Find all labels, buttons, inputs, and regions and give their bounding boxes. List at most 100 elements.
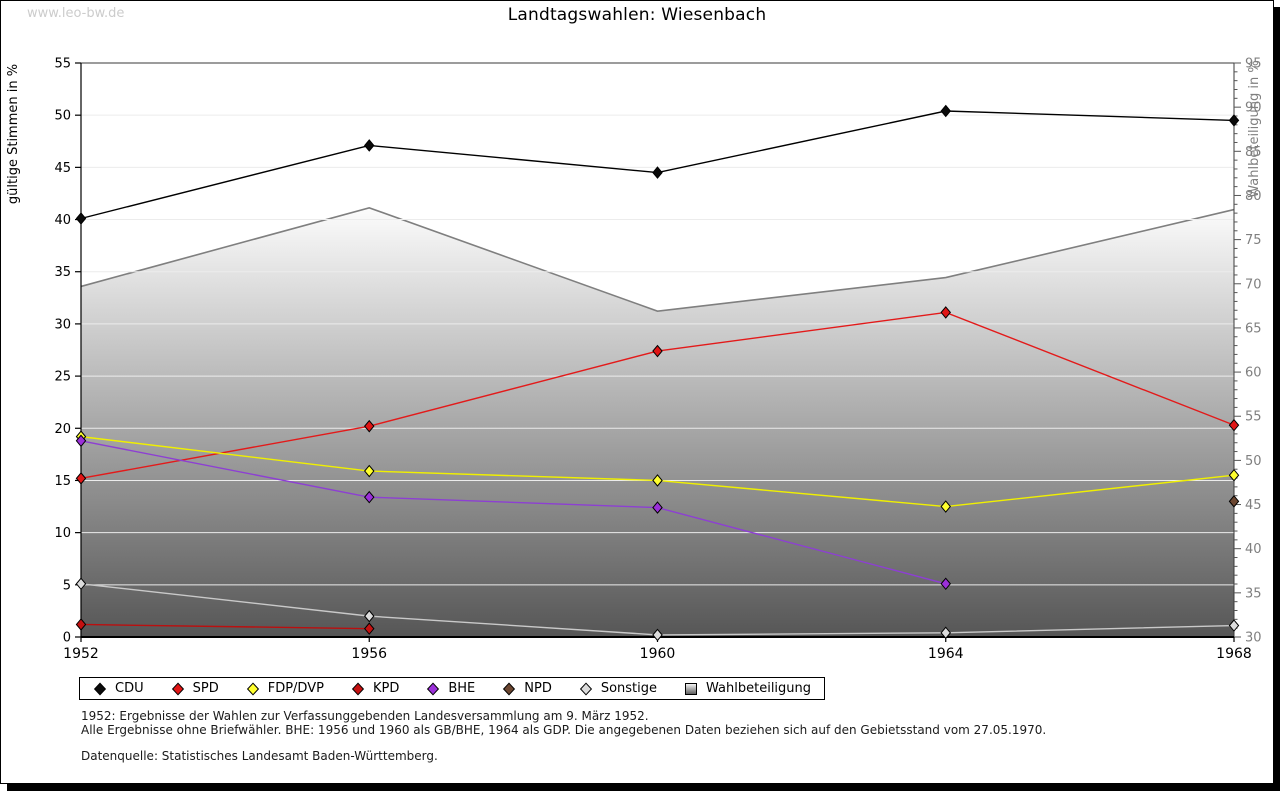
data-point-marker [1228, 418, 1240, 432]
x-tick-label: 1968 [1216, 646, 1252, 662]
left-tick-label: 45 [54, 161, 71, 176]
series-bhe [75, 434, 952, 591]
right-tick-label: 80 [1245, 189, 1262, 204]
legend-marker-icon [351, 681, 365, 696]
data-point-marker [1228, 619, 1240, 632]
data-point-marker [652, 628, 663, 642]
left-tick-label: 25 [54, 370, 71, 385]
data-point-marker [1228, 114, 1240, 127]
legend-marker-icon [427, 681, 440, 696]
data-point-marker [75, 618, 87, 631]
legend-marker-icon [246, 681, 259, 696]
data-point-marker [363, 609, 375, 623]
legend-item-fdp-dvp: FDP/DVP [246, 681, 324, 696]
legend-label: KPD [372, 681, 400, 696]
right-tick-label: 45 [1245, 498, 1262, 513]
legend-item-cdu: CDU [93, 681, 144, 696]
legend-item-npd: NPD [502, 681, 552, 696]
data-point-marker [652, 166, 663, 179]
data-point-marker [75, 472, 87, 485]
chart-legend: CDU SPD FDP/DVP KPD BHE NPD Sonstige Wahlbetei… [79, 677, 825, 700]
legend-label: FDP/DVP [267, 681, 324, 696]
x-tick-label: 1956 [351, 646, 387, 662]
data-point-marker [75, 577, 87, 591]
x-tick-label: 1964 [928, 646, 964, 662]
legend-item-kpd: KPD [351, 681, 399, 696]
left-tick-label: 35 [54, 265, 71, 280]
left-tick-label: 50 [54, 109, 71, 124]
data-point-marker [940, 577, 952, 591]
data-point-marker [363, 419, 375, 433]
right-tick-label: 65 [1245, 321, 1262, 336]
data-point-marker [1228, 468, 1240, 482]
series-spd [75, 306, 1240, 485]
legend-marker-icon [579, 681, 592, 696]
right-tick-label: 70 [1245, 277, 1262, 292]
left-tick-label: 5 [63, 578, 71, 593]
footnote-line-2: Alle Ergebnisse ohne Briefwähler. BHE: 1… [81, 723, 1047, 737]
x-tick-label: 1960 [640, 646, 676, 662]
x-tick-label: 1952 [63, 646, 99, 662]
x-axis: 1952 1956 1960 1964 1968 [63, 637, 1252, 662]
legend-label: CDU [115, 681, 144, 696]
legend-label: SPD [192, 681, 219, 696]
legend-marker-icon [503, 681, 516, 696]
left-tick-label: 0 [63, 631, 71, 646]
watermark: www.leo-bw.de [27, 6, 125, 21]
legend-label: NPD [524, 681, 552, 696]
series-npd [1228, 495, 1240, 508]
right-tick-label: 75 [1245, 233, 1262, 248]
data-point-marker [363, 622, 375, 635]
data-point-marker [652, 501, 663, 514]
left-tick-label: 55 [54, 57, 71, 72]
data-point-marker [940, 626, 952, 640]
series-cdu [75, 104, 1240, 225]
data-point-marker [940, 500, 952, 513]
left-tick-label: 20 [54, 422, 71, 437]
right-axis: 30 35 40 45 50 55 60 65 70 75 80 85 90 95Wahlbeteilig… [1234, 57, 1262, 646]
legend-item-spd: SPD [171, 681, 219, 696]
data-point-marker [75, 212, 87, 225]
data-point-marker [363, 464, 375, 478]
right-tick-label: 40 [1245, 542, 1262, 557]
right-tick-label: 55 [1245, 410, 1262, 425]
right-tick-label: 90 [1245, 101, 1262, 116]
data-point-marker [363, 139, 375, 152]
right-axis-title: Wahlbeteiligung in % [1247, 60, 1262, 197]
footnote-source: Datenquelle: Statistisches Landesamt Bad… [81, 749, 438, 763]
left-axis-title: gültige Stimmen in % [6, 64, 21, 204]
series-sonstige [75, 577, 1240, 642]
left-tick-label: 15 [54, 474, 71, 489]
series-kpd [75, 618, 375, 635]
legend-label: Wahlbeteiligung [706, 681, 812, 696]
data-point-marker [940, 306, 952, 319]
data-point-marker [1228, 495, 1240, 508]
legend-item-sonstige: Sonstige [579, 681, 657, 696]
data-point-marker [652, 474, 663, 487]
legend-marker-icon [93, 681, 107, 696]
right-tick-label: 50 [1245, 454, 1262, 469]
right-tick-label: 60 [1245, 366, 1262, 381]
data-point-marker [652, 344, 663, 358]
legend-marker-icon [171, 681, 184, 696]
legend-marker-icon [685, 682, 698, 695]
legend-label: Sonstige [600, 681, 658, 696]
left-axis: 0 5 10 15 20 25 30 35 40 45 50 55 gültige Stimmen in… [6, 57, 81, 646]
data-point-marker [940, 104, 952, 118]
footnote-line-1: 1952: Ergebnisse der Wahlen zur Verfassu… [81, 709, 649, 723]
data-point-marker [363, 490, 375, 504]
legend-item-wahlbeteiligung: Wahlbeteiligung [684, 681, 811, 696]
legend-item-bhe: BHE [426, 681, 475, 696]
right-tick-label: 95 [1245, 57, 1262, 72]
right-tick-label: 35 [1245, 586, 1262, 601]
right-tick-label: 30 [1245, 631, 1262, 646]
data-point-marker [75, 434, 87, 448]
legend-label: BHE [448, 681, 476, 696]
left-tick-label: 10 [54, 526, 71, 541]
page-title: Landtagswahlen: Wiesenbach [507, 5, 767, 25]
left-tick-label: 30 [54, 317, 71, 332]
footnotes: 1952: Ergebnisse der Wahlen zur Verfassu… [81, 709, 1046, 763]
left-tick-label: 40 [54, 213, 71, 228]
